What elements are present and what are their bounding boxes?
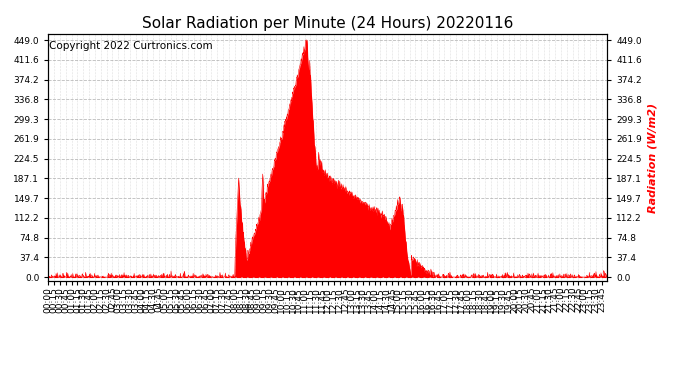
Text: Copyright 2022 Curtronics.com: Copyright 2022 Curtronics.com [50, 41, 213, 51]
Y-axis label: Radiation (W/m2): Radiation (W/m2) [648, 102, 658, 213]
Title: Solar Radiation per Minute (24 Hours) 20220116: Solar Radiation per Minute (24 Hours) 20… [142, 16, 513, 31]
